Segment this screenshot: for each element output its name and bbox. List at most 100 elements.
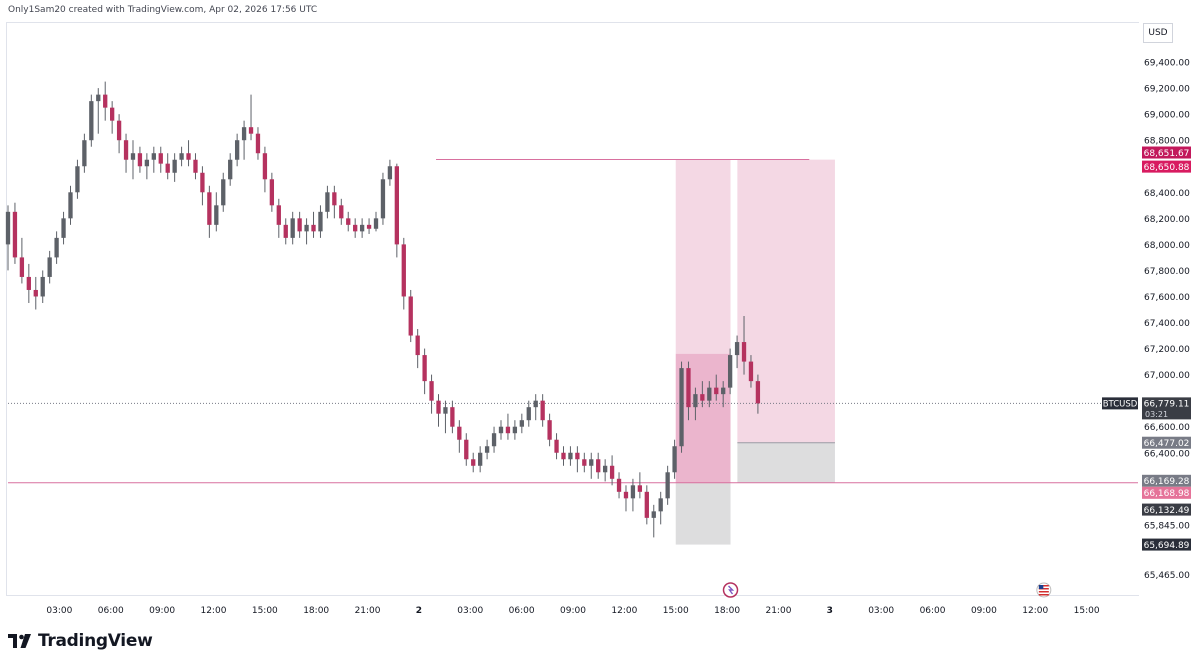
candle-body [262, 153, 268, 180]
candle [269, 172, 275, 212]
candle-body [540, 400, 545, 421]
candle-body [512, 426, 518, 434]
candle-body [214, 205, 219, 225]
candle-body [401, 244, 406, 297]
entry-zone-1 [675, 353, 731, 483]
candle-body [297, 218, 302, 232]
candle-body [422, 355, 427, 382]
price-tag: 65,694.89 [1142, 538, 1191, 551]
candle [151, 146, 156, 173]
candle-body [165, 163, 170, 173]
candle [359, 218, 365, 238]
us-flag-stripe [1038, 585, 1049, 587]
candle-body [727, 355, 733, 388]
y-tick-label: 67,800.00 [1144, 267, 1190, 277]
candle [679, 361, 684, 453]
candle [464, 433, 469, 466]
candle [200, 166, 205, 206]
candle-body [616, 478, 622, 492]
candle [484, 439, 490, 460]
candle-body [200, 172, 205, 193]
price-tag-label: 66,168.98 [1144, 489, 1190, 499]
candle [241, 120, 247, 160]
candle-body [630, 485, 636, 499]
candle-body [332, 192, 337, 206]
symbol-tag-bg [1102, 397, 1138, 410]
candle-body [734, 342, 740, 356]
candle-body [394, 166, 399, 245]
candle [137, 146, 143, 173]
candle [630, 478, 636, 512]
candle [575, 446, 580, 473]
candle [186, 140, 191, 167]
candle [130, 140, 136, 180]
candle-body [318, 211, 323, 232]
news-event-icon-bolt [728, 585, 735, 595]
candle [5, 205, 11, 271]
candle-body [526, 407, 531, 421]
candle-body [436, 400, 441, 414]
y-tick-label: 69,000.00 [1144, 111, 1190, 121]
candle [165, 153, 170, 180]
candle-body [311, 224, 316, 232]
candle [207, 185, 212, 238]
candle [401, 237, 406, 310]
x-tick-label: 09:00 [560, 606, 586, 616]
candle-body [255, 133, 261, 154]
candle [234, 133, 240, 167]
candle-body [186, 153, 191, 160]
candle [228, 153, 233, 186]
candles [5, 81, 761, 538]
candle-body [741, 342, 747, 362]
candle [568, 446, 573, 466]
us-flag-icon [1036, 582, 1052, 598]
candle [651, 504, 656, 538]
y-tick-label: 66,400.00 [1144, 449, 1190, 459]
candle-body [40, 276, 45, 297]
candle [436, 394, 441, 427]
take-profit-zone-2 [737, 442, 835, 483]
candle [450, 400, 455, 434]
candle [26, 263, 31, 303]
candle-body [561, 452, 566, 460]
tradingview-logo[interactable]: TradingView [8, 631, 153, 651]
candle-body [679, 368, 684, 447]
candle [380, 172, 386, 225]
candle [221, 172, 226, 212]
candle-body [116, 120, 122, 141]
candle-body [484, 446, 490, 453]
candle [714, 374, 719, 401]
candle-body [228, 159, 233, 180]
candle [471, 452, 476, 473]
candle-body [82, 140, 87, 167]
candle [283, 218, 288, 245]
candle [297, 211, 302, 238]
candle [748, 355, 754, 388]
candle-body [471, 459, 476, 466]
candle-body [151, 153, 156, 160]
y-tick-label: 68,200.00 [1144, 215, 1190, 225]
candle-body [19, 257, 25, 277]
candle [721, 381, 726, 408]
candle-body [234, 140, 240, 160]
candle-body [346, 218, 351, 225]
candle-body [637, 485, 643, 492]
candle-body [596, 459, 601, 473]
candle [61, 211, 66, 245]
candle [318, 205, 323, 238]
us-flag-stripe [1038, 591, 1049, 593]
x-tick-label: 15:00 [252, 606, 278, 616]
candle-body [283, 224, 288, 238]
x-tick-label: 12:00 [200, 606, 226, 616]
candle-body [172, 159, 177, 173]
price-tag-bg [1142, 160, 1191, 173]
candle [686, 361, 691, 421]
candle-body [478, 452, 483, 466]
candle-body [387, 166, 393, 180]
position-zones [675, 159, 835, 545]
currency-selector[interactable]: USD [1143, 23, 1173, 43]
candle-body [123, 140, 129, 160]
candle [262, 146, 268, 193]
